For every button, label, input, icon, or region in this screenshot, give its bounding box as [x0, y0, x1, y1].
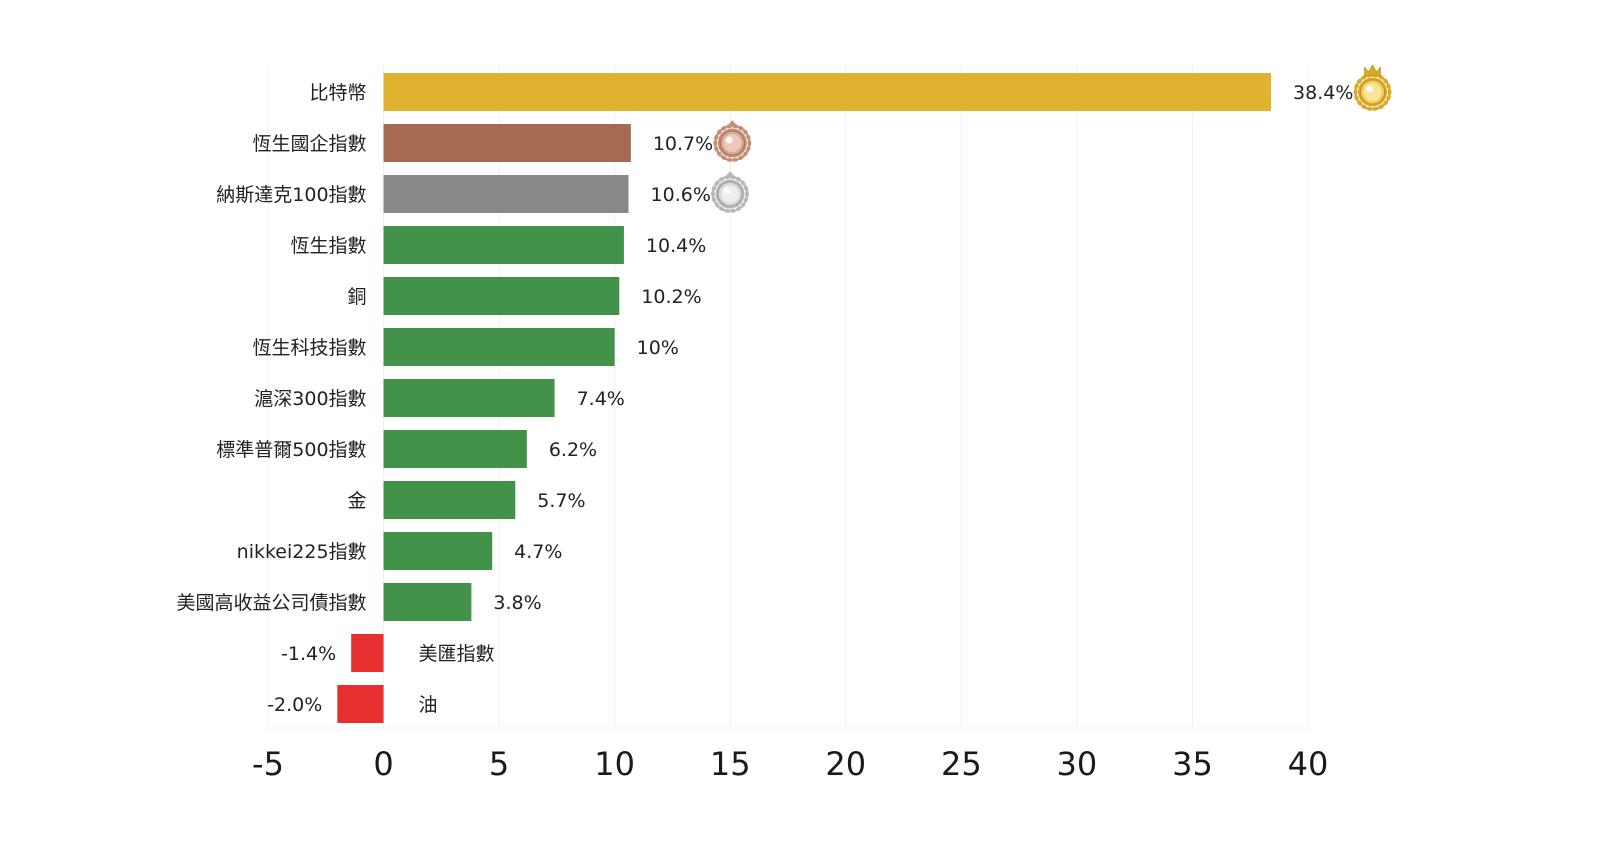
- bar: [383, 277, 620, 315]
- value-label: 10.2%: [641, 286, 701, 308]
- x-tick-label: -5: [252, 745, 284, 783]
- bar: [383, 226, 624, 264]
- category-label: 恆生指數: [291, 235, 367, 257]
- bar: [383, 379, 555, 417]
- gold-medal-icon: [1353, 64, 1392, 111]
- bar: [383, 124, 631, 162]
- x-tick-label: 25: [941, 745, 982, 783]
- category-label: 美國高收益公司債指數: [177, 592, 367, 614]
- x-tick-label: 5: [489, 745, 509, 783]
- x-tick-label: 20: [825, 745, 866, 783]
- x-tick-label: 0: [373, 745, 393, 783]
- category-label: 油: [419, 694, 438, 716]
- value-label: 5.7%: [537, 490, 585, 512]
- medal-layer: [711, 64, 1392, 213]
- category-label: 納斯達克100指數: [216, 184, 366, 206]
- category-label: 金: [348, 490, 367, 512]
- bar: [383, 532, 493, 570]
- x-tick-label: 40: [1288, 745, 1329, 783]
- value-label: 10.4%: [646, 235, 706, 257]
- value-label: -2.0%: [267, 694, 322, 716]
- category-label: 恆生科技指數: [253, 337, 367, 359]
- category-label: 美匯指數: [419, 643, 495, 665]
- value-label: 10.6%: [651, 184, 711, 206]
- value-label: 10%: [637, 337, 679, 359]
- bronze-medal-icon: [713, 120, 752, 162]
- x-tick-label: 15: [710, 745, 751, 783]
- category-label: 滬深300指數: [254, 388, 366, 410]
- x-tick-label: 10: [594, 745, 635, 783]
- bar: [337, 685, 384, 723]
- x-tick-label: 30: [1057, 745, 1098, 783]
- bar: [383, 583, 472, 621]
- bar: [351, 634, 384, 672]
- value-label: 3.8%: [493, 592, 541, 614]
- x-axis: -5 0 5 10 15 20 25 30 35 40: [252, 727, 1329, 783]
- bar: [383, 430, 527, 468]
- value-label: 7.4%: [577, 388, 625, 410]
- category-label: 銅: [348, 286, 367, 308]
- value-label: 38.4%: [1293, 82, 1353, 104]
- label-layer: 比特幣 38.4% 恆生國企指數 10.7% 納斯達克100指數 10.6% 恆生指數 10.…: [177, 82, 1354, 716]
- bar: [383, 328, 615, 366]
- silver-medal-icon: [711, 171, 750, 213]
- category-label: 標準普爾500指數: [216, 439, 366, 461]
- value-label: -1.4%: [281, 643, 336, 665]
- category-label: 恆生國企指數: [253, 133, 367, 155]
- bar: [383, 481, 516, 519]
- bar-layer: [337, 73, 1272, 723]
- bar: [383, 175, 629, 213]
- category-label: 比特幣: [310, 82, 367, 104]
- bar: [383, 73, 1272, 111]
- value-label: 10.7%: [653, 133, 713, 155]
- value-label: 6.2%: [549, 439, 597, 461]
- value-label: 4.7%: [514, 541, 562, 563]
- x-tick-label: 35: [1172, 745, 1213, 783]
- category-label: nikkei225指數: [237, 541, 367, 563]
